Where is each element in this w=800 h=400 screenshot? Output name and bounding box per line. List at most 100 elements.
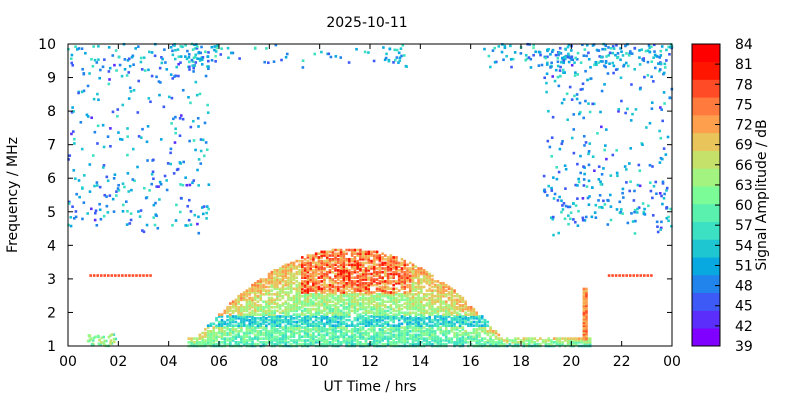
heat-cell [414, 296, 418, 300]
heat-cell [359, 276, 362, 280]
heat-cell [287, 283, 290, 287]
heat-cell [583, 341, 586, 344]
heat-cell [431, 324, 434, 327]
heat-cell [350, 304, 354, 307]
heat-cell [314, 317, 318, 320]
heat-cell [600, 125, 603, 129]
heat-cell [204, 74, 208, 78]
heat-cell [378, 257, 382, 261]
heat-cell [278, 280, 282, 283]
heat-cell [281, 326, 285, 329]
heat-cell [367, 333, 371, 337]
heat-cell [342, 261, 346, 265]
heat-cell [375, 250, 379, 254]
heat-cell [281, 272, 285, 276]
heat-cell [395, 48, 399, 52]
heat-cell [309, 300, 312, 304]
heat-cell [138, 274, 142, 277]
heat-cell [389, 300, 393, 304]
heat-cell [295, 305, 299, 309]
heat-cell [356, 270, 359, 274]
heat-cell [364, 257, 368, 261]
heat-cell [370, 272, 373, 276]
heat-cell [408, 283, 412, 287]
heat-cell [605, 157, 608, 161]
heat-cell [342, 259, 346, 263]
heat-cell [389, 291, 393, 294]
heat-cell [251, 300, 254, 304]
heat-cell [431, 331, 434, 335]
heat-cell [317, 263, 321, 267]
heat-cell [314, 287, 318, 291]
heat-cell [483, 337, 487, 340]
heat-cell [511, 57, 515, 61]
heat-cell [411, 341, 415, 344]
heat-cell [372, 305, 376, 309]
heat-cell [229, 333, 232, 337]
heat-cell [350, 248, 354, 252]
heat-cell [585, 289, 588, 292]
heat-cell [266, 61, 270, 65]
heat-cell [397, 305, 401, 309]
heat-cell [625, 52, 628, 55]
heat-cell [456, 300, 459, 304]
heat-cell [229, 341, 232, 344]
heat-cell [400, 285, 404, 289]
heat-cell [439, 283, 443, 287]
heat-cell [444, 329, 448, 333]
heat-cell [414, 326, 418, 329]
heat-cell [620, 99, 623, 103]
heat-cell [431, 278, 434, 281]
heat-cell [364, 256, 368, 259]
heat-cell [561, 204, 564, 207]
heat-cell [384, 317, 387, 320]
heat-cell [442, 333, 445, 337]
heat-cell [397, 313, 401, 316]
heat-cell [220, 324, 224, 327]
heat-cell [306, 322, 310, 326]
heat-cell [392, 280, 395, 283]
heatmap-cells [67, 42, 674, 348]
heat-cell [234, 329, 238, 333]
heat-cell [494, 337, 498, 340]
heat-cell [165, 188, 169, 192]
heat-cell [303, 257, 307, 261]
heat-cell [647, 204, 650, 208]
heat-cell [444, 302, 448, 305]
heat-cell [298, 305, 301, 309]
y-tick-label: 8 [47, 104, 56, 120]
heat-cell [331, 328, 335, 331]
heat-cell [420, 322, 423, 326]
heat-cell [298, 326, 301, 329]
heat-cell [397, 265, 401, 268]
heat-cell [240, 294, 243, 298]
heat-cell [303, 283, 307, 287]
heat-cell [659, 49, 663, 53]
heat-cell [276, 302, 279, 305]
heat-cell [359, 265, 362, 268]
heat-cell [420, 272, 423, 276]
heat-cell [403, 274, 407, 278]
heat-cell [367, 289, 371, 292]
heat-cell [309, 335, 312, 339]
heat-cell [582, 337, 586, 341]
heat-cell [96, 274, 99, 277]
heat-cell [317, 305, 321, 309]
heat-cell [306, 298, 310, 302]
heat-cell [237, 311, 240, 315]
heat-cell [298, 265, 301, 268]
heat-cell [431, 313, 434, 316]
heat-cell [189, 101, 192, 105]
heat-cell [417, 320, 420, 324]
heat-cell [400, 329, 404, 333]
heat-cell [408, 315, 412, 318]
heat-cell [428, 278, 431, 281]
heat-cell [133, 179, 136, 183]
heat-cell [320, 302, 323, 305]
heat-cell [469, 331, 473, 335]
heat-cell [384, 294, 387, 298]
heat-cell [336, 248, 340, 252]
heat-cell [350, 305, 354, 309]
heat-cell [439, 337, 443, 340]
heat-cell [116, 114, 119, 118]
